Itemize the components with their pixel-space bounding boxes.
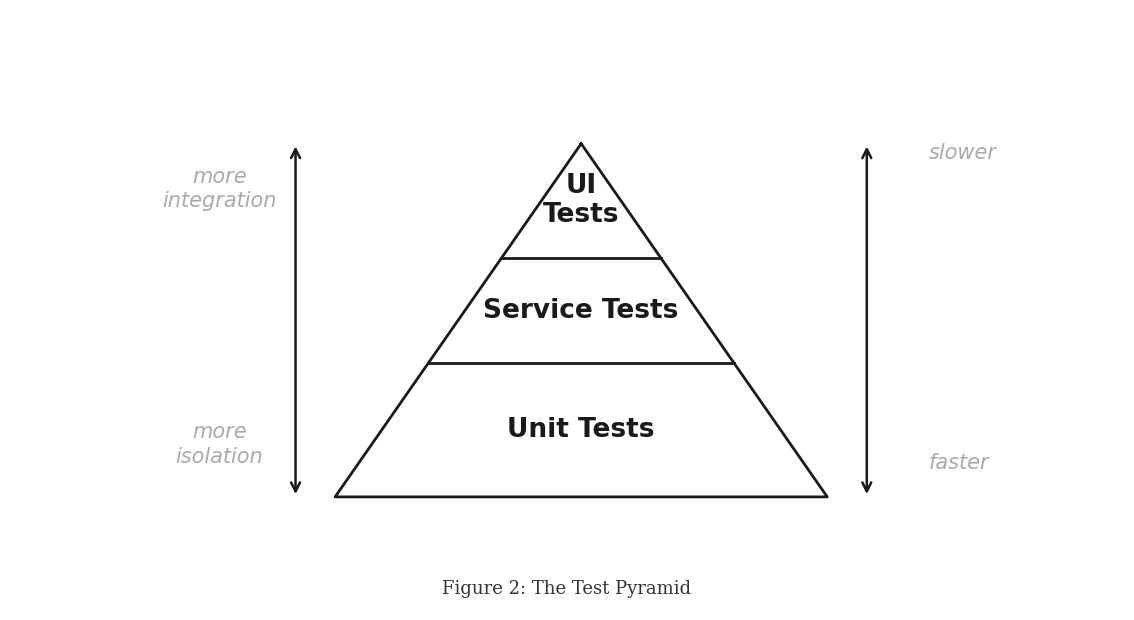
Text: faster: faster (929, 453, 989, 474)
Text: Service Tests: Service Tests (483, 298, 679, 324)
Text: Figure 2: The Test Pyramid: Figure 2: The Test Pyramid (442, 580, 692, 598)
Polygon shape (336, 144, 828, 497)
Text: more
integration: more integration (162, 167, 277, 211)
Text: slower: slower (929, 143, 997, 163)
Text: more
isolation: more isolation (176, 422, 263, 467)
Text: Unit Tests: Unit Tests (507, 417, 655, 443)
Text: UI
Tests: UI Tests (543, 174, 619, 228)
